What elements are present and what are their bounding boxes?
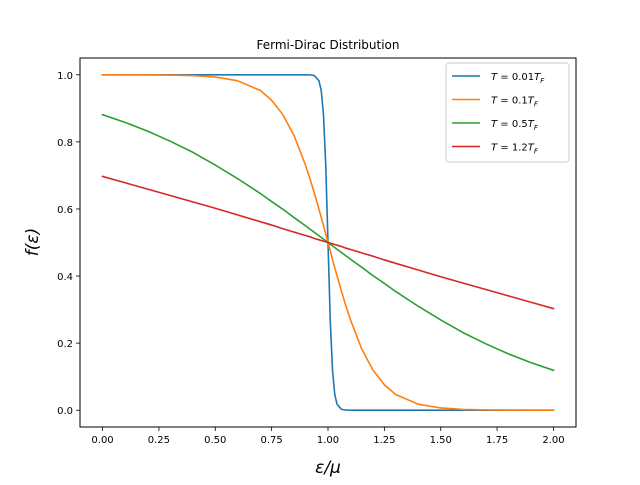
legend-label-4: T = 1.2TF xyxy=(491,143,539,156)
y-tick-label: 0.6 xyxy=(57,205,73,216)
legend-label-1: T = 0.01TF xyxy=(491,72,545,85)
y-tick-label: 0.0 xyxy=(57,406,73,417)
y-axis-label: f(ε) xyxy=(23,228,43,256)
x-tick-label: 1.00 xyxy=(317,435,339,446)
plot-area xyxy=(101,73,555,412)
y-tick-label: 0.4 xyxy=(57,272,73,283)
x-tick-label: 1.75 xyxy=(486,435,508,446)
x-tick-label: 0.50 xyxy=(204,435,226,446)
x-tick-label: 1.50 xyxy=(430,435,452,446)
y-tick-label: 1.0 xyxy=(57,71,73,82)
x-tick-label: 0.25 xyxy=(148,435,170,446)
legend-label-2: T = 0.1TF xyxy=(491,96,539,109)
chart-title: Fermi-Dirac Distribution xyxy=(257,38,400,52)
x-tick-label: 2.00 xyxy=(542,435,564,446)
legend-box xyxy=(445,62,570,163)
legend: T = 0.01TF T = 0.1TF T = 0.5TF T = 1.2TF xyxy=(445,62,570,163)
series-line-4 xyxy=(101,175,555,310)
axes: 0.00 0.25 0.50 0.75 1.00 1.25 1.50 1.75 2.00 0.0 0… xyxy=(57,57,577,446)
x-tick-label: 0.00 xyxy=(91,435,113,446)
y-tick-label: 0.2 xyxy=(57,339,73,350)
series-group xyxy=(101,73,555,412)
x-axis-label: ε/μ xyxy=(315,458,341,478)
legend-label-3: T = 0.5TF xyxy=(491,119,539,132)
x-tick-label: 1.25 xyxy=(373,435,395,446)
y-tick-label: 0.8 xyxy=(57,138,73,149)
x-tick-label: 0.75 xyxy=(261,435,283,446)
